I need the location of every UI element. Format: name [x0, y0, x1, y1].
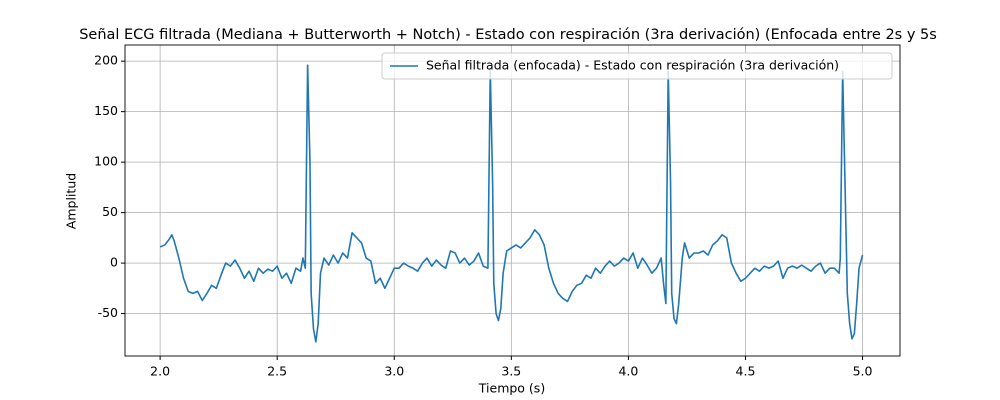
y-tick-label: 100	[94, 154, 118, 169]
series-line	[159, 64, 864, 343]
y-tick-label: 150	[94, 103, 118, 118]
x-tick-label: 3.0	[384, 364, 404, 379]
x-tick-label: 2.0	[150, 364, 170, 379]
y-tick-label: 200	[94, 53, 118, 68]
y-tick-label: 50	[102, 204, 118, 219]
x-axis-label: Tiempo (s)	[478, 381, 545, 396]
plot-frame	[124, 44, 901, 357]
x-tick-label: 4.0	[618, 364, 638, 379]
x-tick-label: 2.5	[267, 364, 287, 379]
y-tick-label: -50	[98, 305, 118, 320]
chart-title: Señal ECG filtrada (Mediana + Butterwort…	[79, 27, 937, 43]
x-tick-label: 3.5	[501, 364, 521, 379]
x-tick-label: 5.0	[853, 364, 873, 379]
y-axis-label: Amplitud	[64, 173, 79, 229]
legend-label: Señal filtrada (enfocada) - Estado con r…	[426, 58, 839, 73]
legend-box	[381, 52, 893, 80]
legend: Señal filtrada (enfocada) - Estado con r…	[381, 52, 893, 80]
y-tick-label: 0	[110, 255, 118, 270]
x-tick-label: 4.5	[736, 364, 756, 379]
